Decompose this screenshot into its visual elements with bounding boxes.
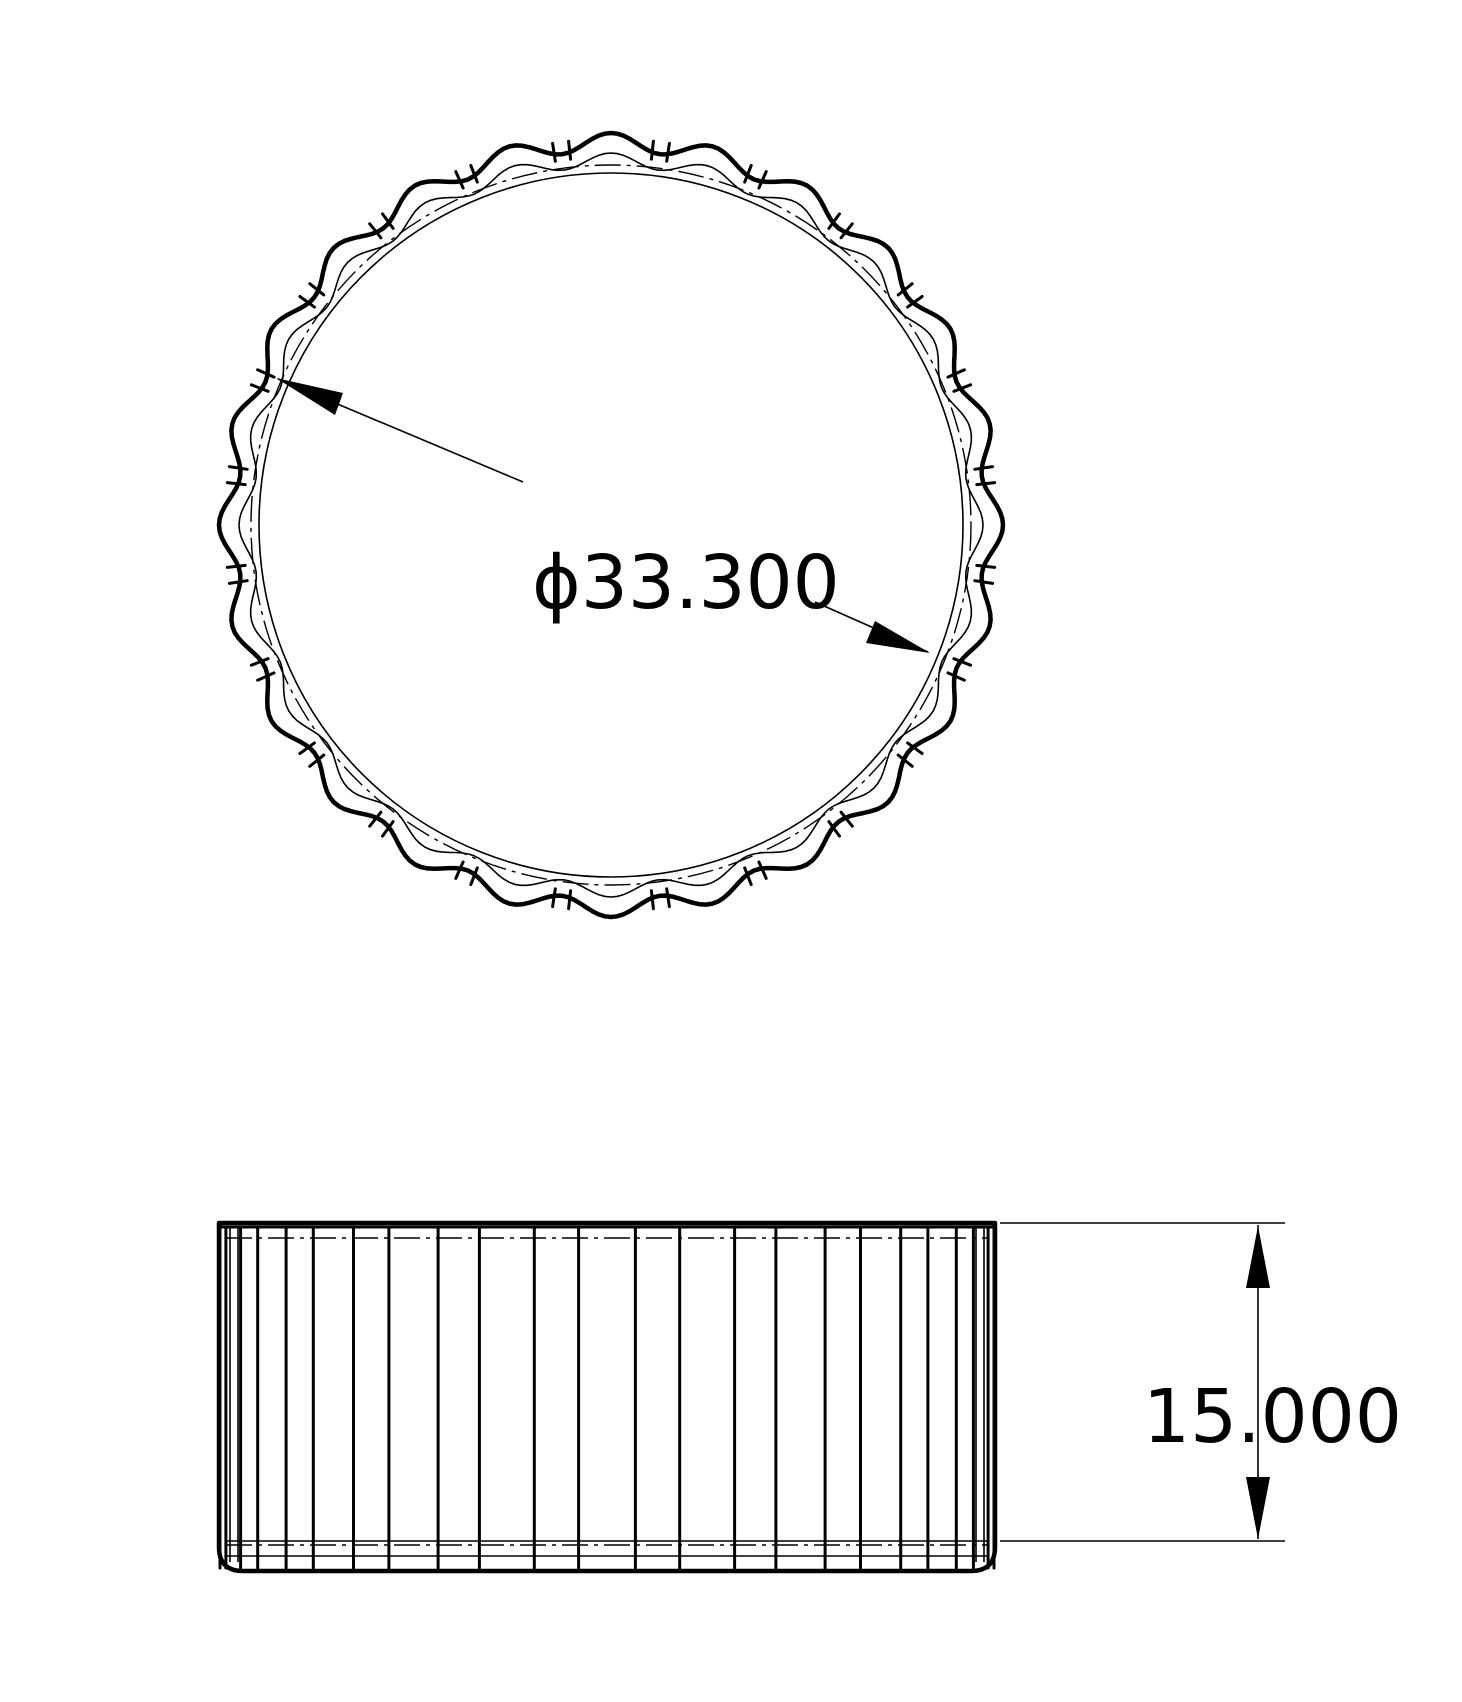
- flute-tick: [551, 887, 557, 909]
- flute-tick: [906, 741, 924, 755]
- flute-tick: [827, 212, 841, 230]
- flute-tick: [665, 141, 671, 163]
- flute-tick: [649, 889, 655, 911]
- arrowhead-bottom: [1246, 1477, 1270, 1539]
- center-circle-dashed: [250, 164, 972, 886]
- flute-tick: [256, 368, 276, 379]
- flute-tick: [551, 141, 557, 163]
- flute-tick: [757, 860, 768, 880]
- flute-tick: [757, 170, 768, 190]
- flute-tick: [469, 163, 479, 184]
- arrowhead-top: [1246, 1226, 1270, 1288]
- side-outline: [216, 1220, 998, 1574]
- flute-tick: [368, 222, 383, 240]
- flute-tick: [469, 866, 479, 887]
- flute-tick: [567, 889, 573, 911]
- flute-tick: [975, 563, 997, 569]
- flute-tick: [567, 139, 573, 161]
- flute-tick: [743, 163, 753, 184]
- flute-tick: [946, 671, 966, 682]
- arrowhead-upper: [276, 378, 343, 415]
- flute-tick: [368, 810, 383, 828]
- bore-circle: [258, 172, 964, 878]
- flute-tick: [308, 282, 326, 297]
- flute-tick: [249, 657, 270, 667]
- flute-tick: [896, 282, 914, 297]
- flute-tick: [225, 563, 247, 569]
- flute-tick: [225, 481, 247, 487]
- flute-tick: [227, 579, 249, 585]
- flute-tick: [381, 212, 395, 230]
- flute-tick: [249, 383, 270, 393]
- flute-tick: [906, 295, 924, 309]
- flute-tick: [839, 810, 854, 828]
- flute-ticks: [225, 139, 997, 911]
- side-rib-lines: [218, 1225, 996, 1570]
- flute-tick: [454, 860, 465, 880]
- flute-tick: [839, 222, 854, 240]
- knurled-inner-edge: [238, 152, 984, 898]
- flute-tick: [743, 866, 753, 887]
- flute-tick: [298, 295, 316, 309]
- height-dimension: 15.000: [1000, 1222, 1402, 1542]
- top-view: ϕ33.300: [216, 130, 1006, 920]
- flute-tick: [973, 579, 995, 585]
- diameter-dimension: ϕ33.300: [276, 378, 930, 653]
- diameter-label: ϕ33.300: [532, 540, 840, 626]
- arrowhead-lower: [866, 621, 930, 653]
- flute-tick: [308, 753, 326, 768]
- flute-tick: [454, 170, 465, 190]
- flute-tick: [946, 368, 966, 379]
- side-view: 15.000: [216, 1220, 1402, 1574]
- flute-tick: [381, 820, 395, 838]
- flute-tick: [952, 383, 973, 393]
- knurled-outer-edge: [216, 130, 1006, 920]
- flute-tick: [827, 820, 841, 838]
- flute-tick: [973, 465, 995, 471]
- flute-tick: [896, 753, 914, 768]
- flute-tick: [227, 465, 249, 471]
- flute-tick: [952, 657, 973, 667]
- height-label: 15.000: [1143, 1374, 1402, 1460]
- flute-tick: [975, 481, 997, 487]
- flute-tick: [665, 887, 671, 909]
- flute-tick: [649, 139, 655, 161]
- flute-tick: [298, 741, 316, 755]
- flute-tick: [256, 671, 276, 682]
